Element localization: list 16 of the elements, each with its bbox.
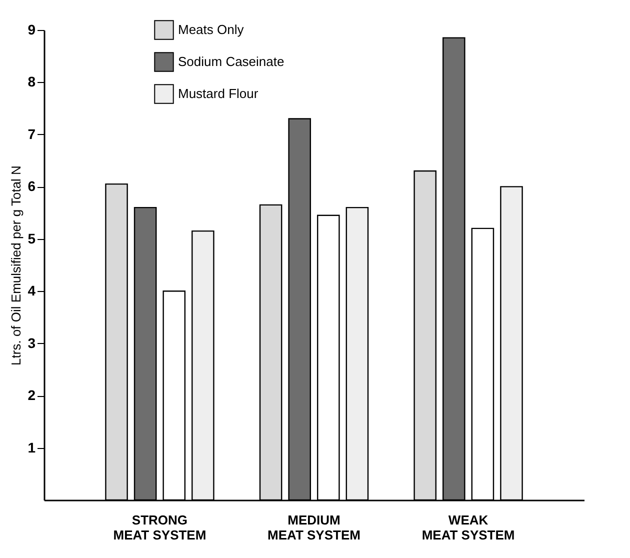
y-tick-label: 9 <box>28 22 36 38</box>
y-tick-label: 5 <box>28 230 36 246</box>
y-tick-label: 6 <box>28 178 36 194</box>
x-tick-label: WEAK MEAT SYSTEM <box>422 512 515 542</box>
y-tick-label: 1 <box>28 439 36 456</box>
y-tick-label: 7 <box>28 126 36 142</box>
y-tick-label: 3 <box>28 334 36 351</box>
x-tick-label: STRONG MEAT SYSTEM <box>113 512 206 542</box>
y-tick-label: 8 <box>28 74 36 90</box>
y-tick-label: 2 <box>28 387 36 404</box>
legend-label: Sodium Caseinate <box>178 54 284 69</box>
y-tick-label: 4 <box>28 282 36 299</box>
legend-label: Mustard Flour <box>178 86 259 101</box>
legend-label: Meats Only <box>178 22 244 37</box>
y-axis-title: Ltrs. of Oil Emulsified per g Total N <box>8 166 24 366</box>
x-tick-label: MEDIUM MEAT SYSTEM <box>268 512 360 542</box>
